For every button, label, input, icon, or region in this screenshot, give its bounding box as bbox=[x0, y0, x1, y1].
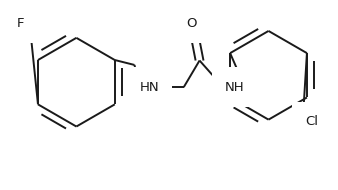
Text: Cl: Cl bbox=[305, 115, 318, 128]
Text: NH: NH bbox=[225, 81, 245, 94]
Text: O: O bbox=[187, 17, 197, 30]
Text: F: F bbox=[17, 17, 24, 30]
Text: HN: HN bbox=[140, 81, 159, 94]
